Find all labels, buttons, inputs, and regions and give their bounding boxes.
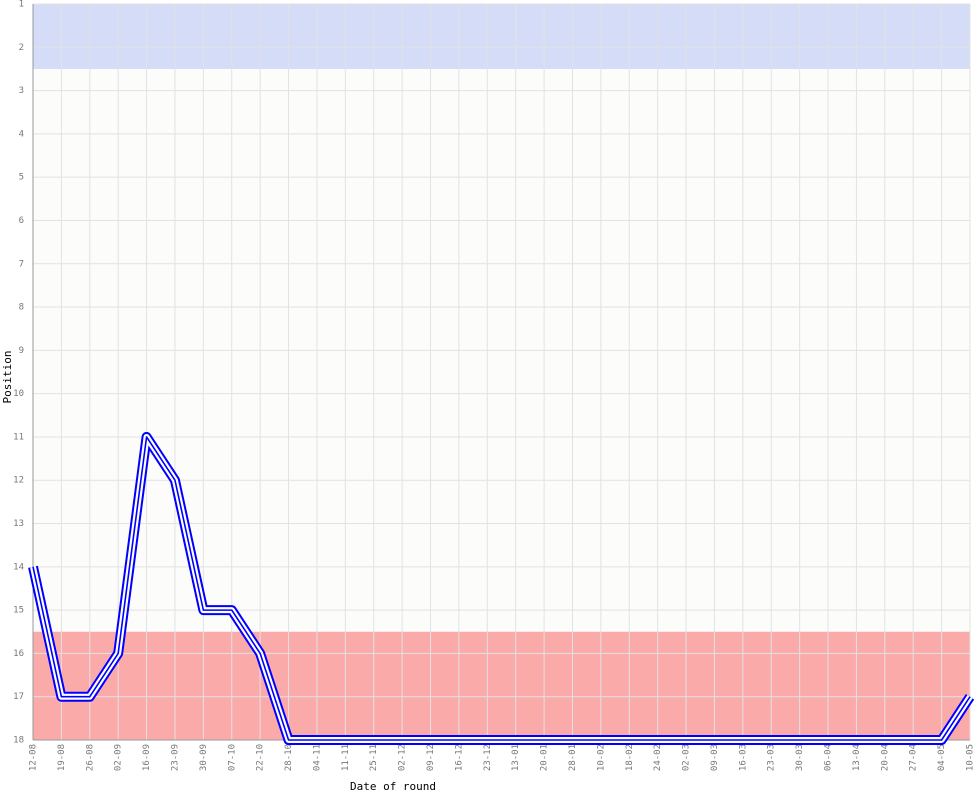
y-tick-label: 7 (19, 259, 24, 269)
series-line (32, 436, 971, 741)
y-tick-label: 3 (19, 86, 24, 96)
y-tick-label: 10 (13, 389, 24, 399)
y-tick-label: 4 (19, 129, 24, 139)
x-tick-label: 04-05 (937, 744, 947, 771)
x-tick-label: 25-11 (369, 744, 379, 771)
x-tick-label: 20-04 (880, 744, 890, 771)
x-tick-label: 26-08 (85, 744, 95, 771)
y-tick-label: 18 (13, 736, 24, 746)
x-tick-label: 02-03 (682, 744, 692, 771)
y-tick-label: 6 (19, 216, 24, 226)
x-tick-label: 30-09 (199, 744, 209, 771)
y-tick-label: 2 (19, 43, 24, 53)
x-tick-label: 16-12 (454, 744, 464, 771)
y-tick-label: 16 (13, 649, 24, 659)
y-tick-label: 11 (13, 432, 24, 442)
y-tick-label: 5 (19, 173, 24, 183)
x-tick-label: 28-01 (568, 744, 578, 771)
x-tick-label: 09-03 (710, 744, 720, 771)
y-tick-label: 13 (13, 519, 24, 529)
x-tick-label: 28-10 (284, 744, 294, 771)
x-tick-label: 13-01 (511, 744, 521, 771)
x-tick-label: 16-09 (142, 744, 152, 771)
x-tick-label: 23-12 (483, 744, 493, 771)
zone (33, 4, 970, 69)
x-tick-label: 13-04 (852, 744, 862, 771)
x-tick-label: 24-02 (653, 744, 663, 771)
x-tick-label: 04-11 (312, 744, 322, 771)
x-tick-label: 12-08 (29, 744, 39, 771)
x-tick-label: 27-04 (909, 744, 919, 771)
y-tick-label: 8 (19, 303, 24, 313)
y-axis-title: Position (1, 351, 14, 404)
plot-area (33, 4, 970, 740)
y-tick-label: 9 (19, 346, 24, 356)
x-tick-label: 10-02 (596, 744, 606, 771)
x-tick-label: 06-04 (824, 744, 834, 771)
x-tick-label: 02-12 (398, 744, 408, 771)
zone (33, 631, 970, 740)
x-tick-label: 20-01 (540, 744, 550, 771)
x-tick-label: 16-03 (738, 744, 748, 771)
x-tick-label: 18-02 (625, 744, 635, 771)
x-tick-label: 11-11 (341, 744, 351, 771)
y-tick-label: 17 (13, 692, 24, 702)
x-tick-label: 07-10 (227, 744, 237, 771)
y-tick-label: 12 (13, 476, 24, 486)
x-tick-label: 30-03 (795, 744, 805, 771)
x-tick-label: 23-09 (170, 744, 180, 771)
y-tick-label: 14 (13, 562, 24, 572)
x-tick-label: 22-10 (256, 744, 266, 771)
y-tick-label: 15 (13, 606, 24, 616)
x-tick-label: 10-05 (966, 744, 975, 771)
y-tick-label: 1 (19, 0, 24, 10)
x-axis-title: Date of round (350, 780, 436, 793)
x-tick-label: 23-03 (767, 744, 777, 771)
x-tick-label: 19-08 (57, 744, 67, 771)
x-tick-label: 02-09 (114, 744, 124, 771)
x-tick-label: 09-12 (426, 744, 436, 771)
